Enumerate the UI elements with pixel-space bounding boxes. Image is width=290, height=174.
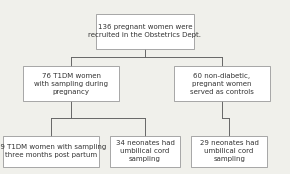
Text: 34 neonates had
umbilical cord
sampling: 34 neonates had umbilical cord sampling	[115, 140, 175, 162]
FancyBboxPatch shape	[110, 136, 180, 167]
Text: 29 T1DM women with sampling
three months post partum: 29 T1DM women with sampling three months…	[0, 144, 106, 158]
FancyBboxPatch shape	[191, 136, 267, 167]
Text: 136 pregnant women were
recruited in the Obstetrics Dept.: 136 pregnant women were recruited in the…	[88, 24, 202, 38]
Text: 76 T1DM women
with sampling during
pregnancy: 76 T1DM women with sampling during pregn…	[34, 73, 108, 94]
FancyBboxPatch shape	[23, 66, 119, 101]
FancyBboxPatch shape	[96, 14, 194, 49]
FancyBboxPatch shape	[3, 136, 99, 167]
FancyBboxPatch shape	[174, 66, 270, 101]
Text: 60 non-diabetic,
pregnant women
served as controls: 60 non-diabetic, pregnant women served a…	[190, 73, 254, 94]
Text: 29 neonates had
umbilical cord
sampling: 29 neonates had umbilical cord sampling	[200, 140, 259, 162]
